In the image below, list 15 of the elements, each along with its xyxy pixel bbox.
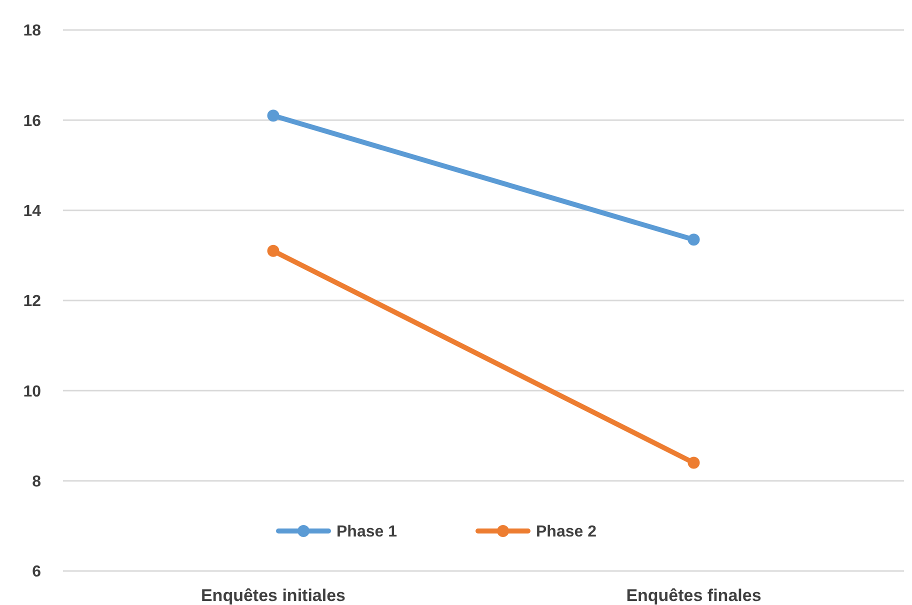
y-tick-label: 6 xyxy=(32,564,42,581)
point xyxy=(688,234,700,246)
legend-label: Phase 2 xyxy=(536,524,597,541)
y-tick-label: 14 xyxy=(23,202,42,220)
y-tick-label: 16 xyxy=(23,112,42,130)
point xyxy=(267,244,280,257)
y-tick-label: 8 xyxy=(32,473,42,490)
y-tick-label: 10 xyxy=(23,383,42,400)
point xyxy=(688,456,700,469)
x-tick-label: Enquêtes finales xyxy=(626,586,762,605)
x-tick-label: Enquêtes initiales xyxy=(200,586,346,605)
y-tick-label: 12 xyxy=(23,293,42,310)
legend-label: Phase 1 xyxy=(336,524,398,541)
point xyxy=(267,110,280,122)
y-tick-label: 18 xyxy=(23,22,42,40)
